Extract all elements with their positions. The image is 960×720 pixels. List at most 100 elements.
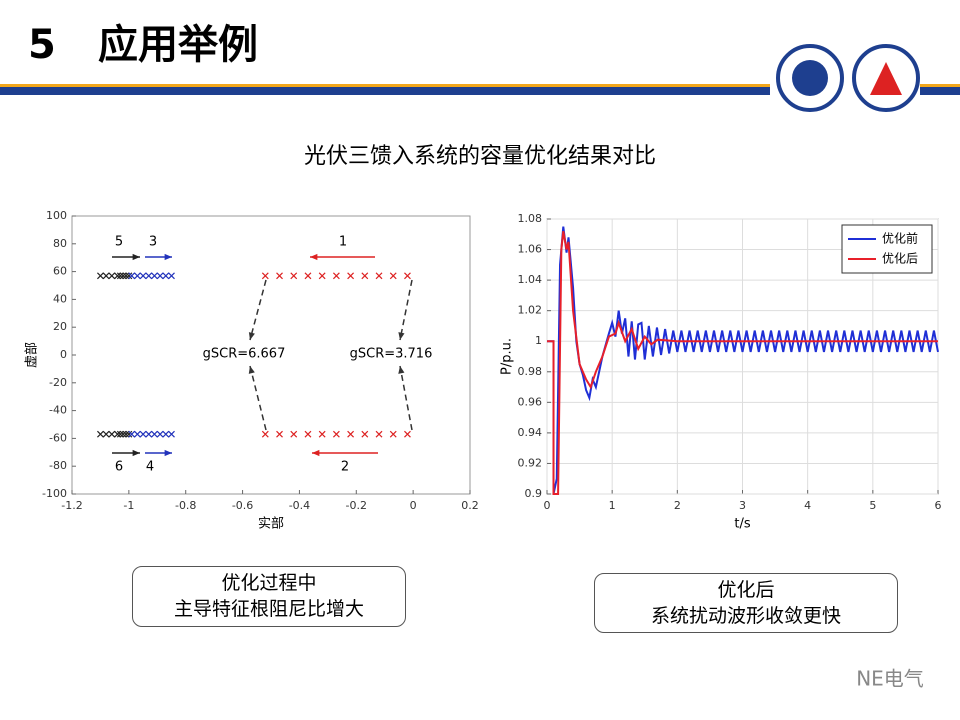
- point: [162, 272, 170, 280]
- caption-box: 优化过程中 主导特征根阻尼比增大: [132, 566, 406, 627]
- arrow-head: [132, 449, 140, 457]
- x-axis-label: t/s: [734, 517, 750, 532]
- point: [304, 272, 312, 280]
- y-tick-label: 0.96: [518, 395, 543, 408]
- y-tick-label: 1.04: [518, 273, 543, 286]
- point: [108, 430, 116, 438]
- stripe: [0, 84, 770, 87]
- y-tick-label: 0.98: [518, 365, 543, 378]
- line: [547, 231, 938, 495]
- point: [404, 430, 411, 438]
- x-tick-label: -0.6: [232, 499, 253, 512]
- annotation: 3: [149, 235, 157, 250]
- watermark: NE电气: [856, 667, 924, 691]
- point: [108, 272, 116, 280]
- annotation: 4: [146, 460, 154, 475]
- y-tick-label: 60: [53, 265, 67, 278]
- stripe: [0, 87, 770, 95]
- arrow-head: [248, 332, 255, 340]
- point: [162, 430, 170, 438]
- point: [168, 272, 175, 280]
- point: [139, 430, 147, 438]
- arrow-head: [248, 366, 255, 374]
- arrow: [249, 365, 267, 431]
- y-tick-label: 0.9: [525, 487, 543, 500]
- point: [122, 272, 130, 280]
- arrow-head: [132, 253, 140, 261]
- point: [389, 430, 397, 438]
- point: [122, 430, 130, 438]
- point: [116, 272, 124, 280]
- point: [128, 430, 136, 438]
- point: [332, 430, 340, 438]
- point: [125, 272, 133, 280]
- point: [125, 430, 133, 438]
- x-axis-label: 实部: [258, 517, 284, 532]
- y-tick-label: 1: [535, 334, 542, 347]
- legend-box: [841, 224, 933, 274]
- x-tick-label: -1: [123, 499, 134, 512]
- y-tick-label: 0.94: [518, 426, 543, 439]
- x-tick-label: 1: [609, 499, 616, 512]
- x-tick-label: -1.2: [61, 499, 82, 512]
- annotation: 5: [115, 235, 123, 250]
- point: [404, 272, 411, 280]
- point: [133, 430, 141, 438]
- y-tick-label: -20: [49, 376, 67, 389]
- annotation: 2: [341, 460, 349, 475]
- y-tick-label: 40: [53, 292, 67, 305]
- point: [276, 272, 283, 280]
- y-tick-label: 80: [53, 237, 67, 250]
- point: [375, 430, 383, 438]
- x-tick-label: 2: [674, 499, 681, 512]
- x-tick-label: 6: [935, 499, 942, 512]
- point: [114, 430, 121, 438]
- point: [261, 430, 269, 438]
- y-axis-label: P/p.u.: [500, 338, 515, 375]
- x-tick-label: -0.4: [289, 499, 310, 512]
- point: [361, 272, 369, 280]
- caption-line: 系统扰动波形收敛更快: [650, 605, 841, 627]
- point: [116, 430, 124, 438]
- y-tick-label: 1.08: [518, 212, 543, 225]
- point: [151, 272, 158, 280]
- arrow-head: [398, 332, 405, 340]
- legend-label: 优化后: [882, 252, 918, 266]
- point: [168, 430, 175, 438]
- y-tick-label: 0: [60, 348, 67, 361]
- point: [261, 272, 269, 280]
- y-tick-label: -60: [49, 431, 67, 444]
- point: [102, 272, 110, 280]
- point: [304, 430, 312, 438]
- point: [97, 430, 104, 438]
- point: [119, 430, 127, 438]
- caption-line: 优化过程中: [221, 572, 317, 594]
- x-tick-label: 3: [739, 499, 746, 512]
- point: [97, 272, 104, 280]
- caption-line: 优化后: [717, 579, 775, 601]
- y-tick-label: 100: [46, 209, 67, 222]
- x-tick-label: 4: [804, 499, 811, 512]
- stripe: [920, 87, 960, 95]
- point: [389, 272, 397, 280]
- logo: [792, 60, 828, 96]
- annotation: gSCR=3.716: [350, 347, 433, 362]
- point: [133, 272, 141, 280]
- point: [332, 272, 340, 280]
- arrow: [399, 365, 413, 431]
- point: [156, 272, 164, 280]
- x-tick-label: -0.2: [346, 499, 367, 512]
- legend-label: 优化前: [882, 231, 918, 246]
- y-tick-label: -100: [42, 487, 67, 500]
- point: [347, 430, 355, 438]
- x-tick-label: 5: [869, 499, 876, 512]
- slide-title: 应用举例: [98, 22, 258, 68]
- point: [128, 272, 136, 280]
- arrow-head: [312, 449, 320, 457]
- point: [114, 272, 121, 280]
- point: [119, 272, 127, 280]
- arrow-head: [164, 253, 172, 261]
